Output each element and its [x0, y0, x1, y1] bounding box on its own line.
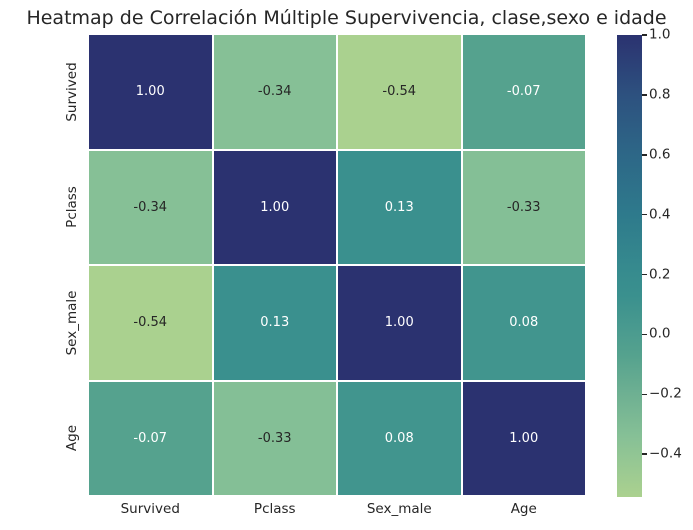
heatmap-cell: 1.00	[462, 381, 585, 495]
colorbar-tick-mark	[642, 34, 647, 36]
y-tick-label: Pclass	[64, 186, 80, 229]
heatmap-cell: -0.33	[213, 381, 336, 495]
x-tick-label: Survived	[120, 501, 180, 517]
cell-annotation: 1.00	[135, 84, 165, 100]
heatmap-cell: 0.08	[338, 381, 461, 495]
heatmap-cell: -0.34	[89, 150, 212, 264]
colorbar-gradient	[617, 35, 642, 497]
colorbar-tick-label: 0.4	[649, 205, 671, 222]
cell-annotation: -0.07	[506, 84, 541, 100]
colorbar-tick-mark	[642, 393, 647, 396]
colorbar-tick-mark	[642, 333, 647, 336]
colorbar-tick-mark	[642, 453, 647, 455]
y-tick-label: Survived	[64, 62, 80, 122]
colorbar-tick-label: 1.0	[649, 26, 671, 43]
heatmap-cell: -0.54	[338, 35, 461, 149]
cell-annotation: 1.00	[384, 315, 414, 331]
colorbar-tick-mark	[642, 213, 647, 216]
colorbar-tick-mark	[642, 154, 647, 156]
cell-annotation: 0.13	[260, 315, 290, 331]
chart-title: Heatmap de Correlación Múltiple Superviv…	[26, 7, 667, 29]
cell-annotation: -0.34	[133, 199, 168, 215]
heatmap-cell: 1.00	[338, 266, 461, 380]
heatmap-cell: 0.13	[338, 150, 461, 264]
heatmap-cell: -0.07	[462, 35, 585, 149]
cell-annotation: -0.34	[257, 84, 292, 100]
cell-annotation: -0.07	[133, 430, 168, 446]
y-tick-label: Sex_male	[64, 290, 80, 356]
colorbar-tick-label: −0.2	[649, 385, 682, 402]
heatmap-cell: 0.08	[462, 266, 585, 380]
cell-annotation: -0.33	[257, 430, 292, 446]
heatmap-cell: -0.54	[89, 266, 212, 380]
colorbar-tick-mark	[642, 273, 647, 276]
heatmap-cell: 1.00	[213, 150, 336, 264]
cell-annotation: -0.33	[506, 199, 541, 215]
cell-annotation: 0.08	[509, 315, 539, 331]
heatmap-cell: 1.00	[89, 35, 212, 149]
heatmap-cell: 0.13	[213, 266, 336, 380]
colorbar-tick-mark	[642, 94, 647, 96]
y-tick-label: Age	[64, 425, 80, 452]
colorbar-tick-label: 0.6	[649, 146, 671, 163]
heatmap-cell: -0.34	[213, 35, 336, 149]
colorbar-tick-label: 0.2	[649, 265, 671, 282]
cell-annotation: 1.00	[260, 199, 290, 215]
cell-annotation: 0.08	[384, 430, 414, 446]
colorbar-tick-label: −0.4	[649, 445, 682, 462]
colorbar-tick-label: 0.0	[649, 325, 671, 342]
heatmap-cell: -0.33	[462, 150, 585, 264]
x-tick-label: Sex_male	[366, 501, 432, 517]
heatmap-grid: 1.00 -0.34 -0.54 -0.07 -0.34 1.00 0.13 -0.33 -0.…	[89, 35, 585, 495]
cell-annotation: -0.54	[382, 84, 417, 100]
cell-annotation: 0.13	[384, 199, 414, 215]
x-tick-label: Age	[510, 501, 537, 517]
cell-annotation: -0.54	[133, 315, 168, 331]
x-tick-label: Pclass	[253, 501, 296, 517]
heatmap-cell: -0.07	[89, 381, 212, 495]
colorbar-tick-label: 0.8	[649, 86, 671, 103]
cell-annotation: 1.00	[509, 430, 539, 446]
